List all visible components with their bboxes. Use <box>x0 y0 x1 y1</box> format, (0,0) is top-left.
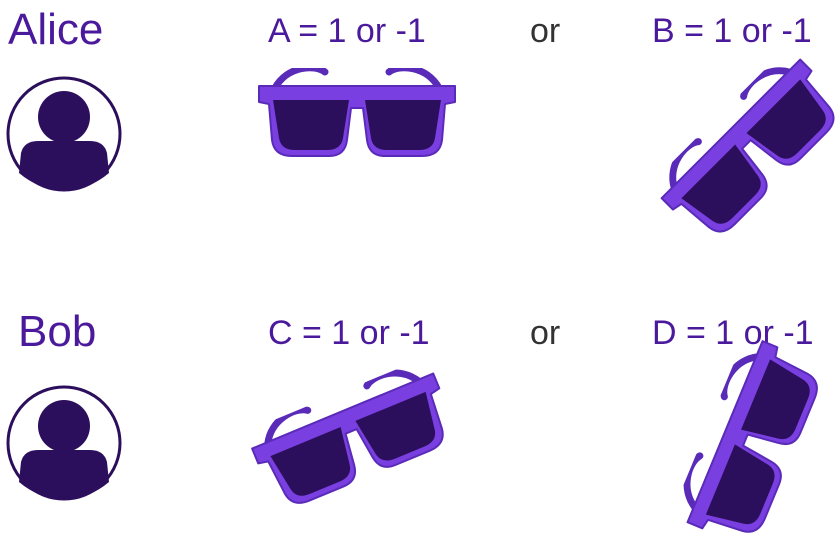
measurement-setting-d: D = 1 or -1 <box>652 314 814 352</box>
or-connector-alice: or <box>530 12 561 50</box>
measurement-setting-b: B = 1 or -1 <box>652 12 812 50</box>
sunglasses-icon <box>257 68 457 158</box>
sunglasses-icon <box>243 356 462 516</box>
user-avatar-icon <box>0 76 128 192</box>
person-name-bob: Bob <box>18 307 97 356</box>
sunglasses-icon <box>670 332 830 551</box>
person-name-alice: Alice <box>8 5 104 54</box>
measurement-setting-a: A = 1 or -1 <box>268 12 426 50</box>
measurement-setting-c: C = 1 or -1 <box>268 314 430 352</box>
sunglasses-icon <box>647 45 838 250</box>
user-avatar-icon <box>0 385 128 501</box>
or-connector-bob: or <box>530 314 561 352</box>
